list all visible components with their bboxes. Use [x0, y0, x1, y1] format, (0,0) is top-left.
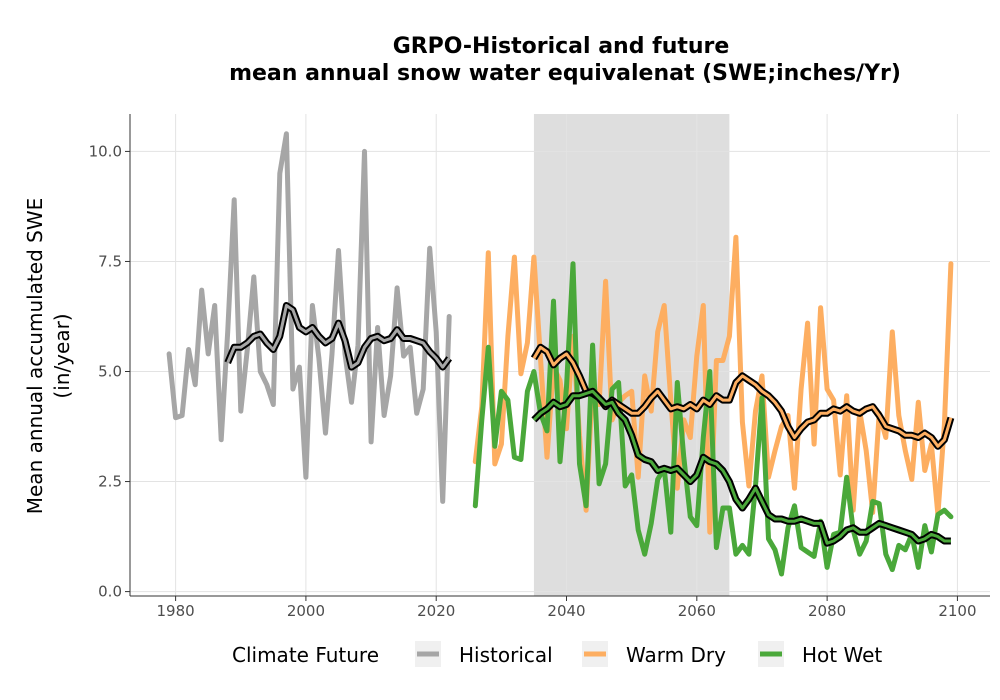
y-tick-label: 2.5	[98, 473, 122, 491]
x-tick-label: 2020	[417, 602, 455, 620]
axes: 1980 2000 2020 2040 2060 2080 2100 0.0 2.5 5.0 7.5…	[89, 114, 990, 620]
legend-items: Historical Warm Dry Hot Wet	[415, 641, 882, 667]
historical-smoothed-line	[226, 304, 451, 369]
chart-title: GRPO-Historical and future	[393, 34, 730, 59]
plot-area: 1980 2000 2020 2040 2060 2080 2100 0.0 2.5 5.0 7.5…	[89, 114, 990, 620]
y-tick-label: 5.0	[98, 363, 122, 381]
y-tick-label: 10.0	[89, 142, 122, 160]
legend: Climate Future Historical Warm Dry Hot Wet	[232, 641, 882, 667]
y-tick-label: 0.0	[98, 583, 122, 601]
y-tick-label: 7.5	[98, 252, 122, 270]
hot-wet-smoothed-line	[532, 389, 951, 545]
x-tick-label: 2060	[678, 602, 716, 620]
y-axis-label: Mean annual accumulated SWE	[23, 198, 47, 515]
x-tick-label: 1980	[157, 602, 195, 620]
x-tick-label: 2080	[808, 602, 846, 620]
x-tick-label: 2100	[938, 602, 976, 620]
series-layer	[166, 131, 955, 577]
legend-title: Climate Future	[232, 643, 379, 667]
x-tick-label: 2040	[547, 602, 585, 620]
x-tick-label: 2000	[287, 602, 325, 620]
legend-label-hot-wet: Hot Wet	[802, 643, 882, 667]
legend-label-warm-dry: Warm Dry	[626, 643, 726, 667]
y-axis-label-units: (in/year)	[50, 313, 74, 398]
chart-subtitle: mean annual snow water equivalenat (SWE;…	[229, 61, 901, 86]
legend-label-historical: Historical	[459, 643, 553, 667]
historical-series-line	[166, 131, 452, 504]
